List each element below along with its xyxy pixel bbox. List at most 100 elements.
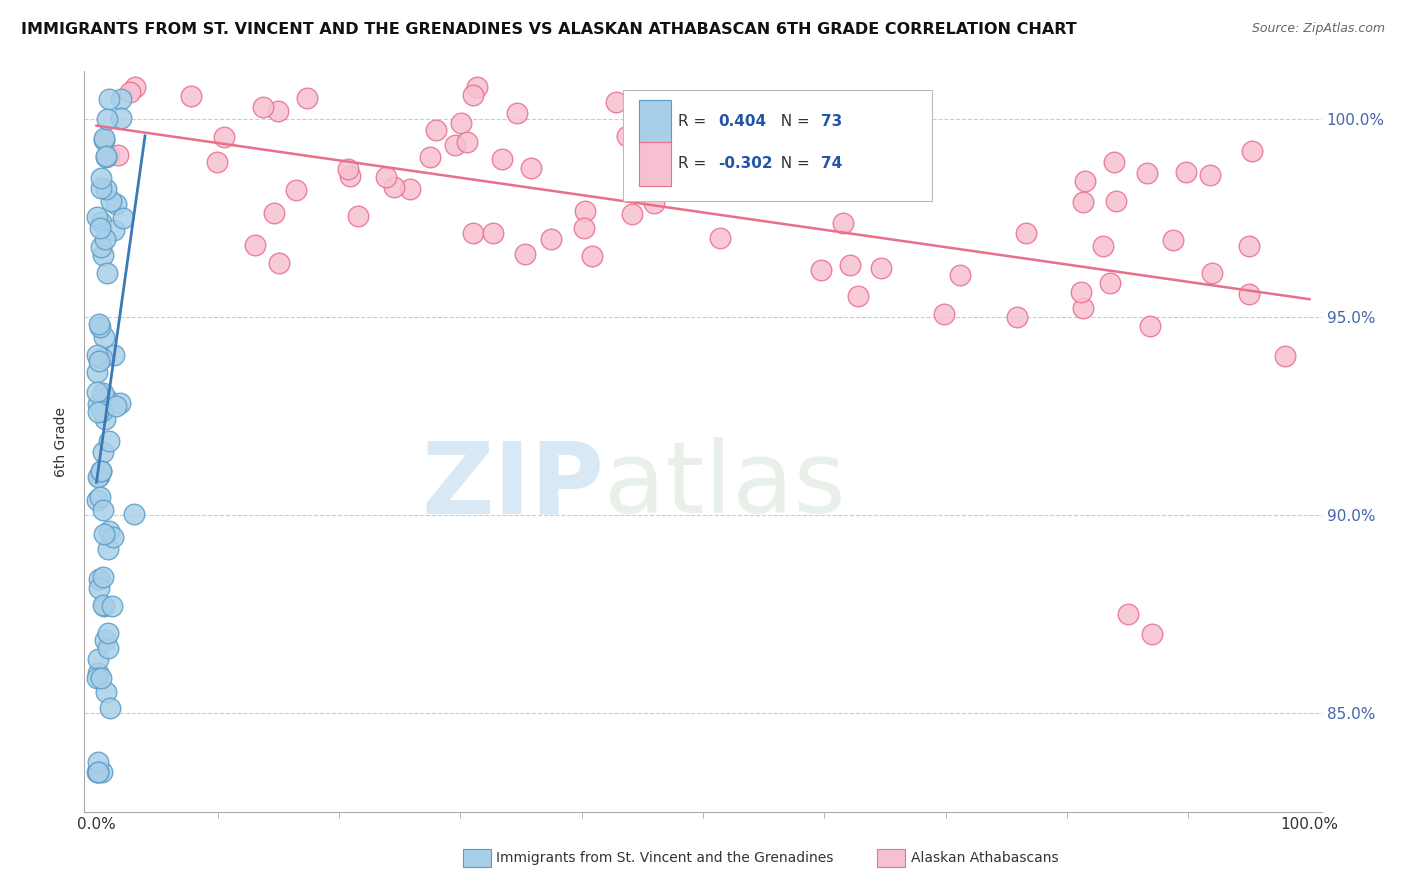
Point	[86, 385, 108, 400]
Point	[91, 503, 114, 517]
Point	[91, 444, 114, 458]
Point	[339, 169, 361, 183]
Text: Source: ZipAtlas.com: Source: ZipAtlas.com	[1251, 22, 1385, 36]
Point	[93, 599, 115, 613]
Point	[1116, 607, 1139, 621]
Point	[90, 464, 112, 478]
Point	[104, 196, 127, 211]
Point	[515, 247, 537, 261]
Point	[382, 180, 405, 194]
Point	[1240, 144, 1263, 158]
Point	[91, 570, 114, 584]
Point	[1005, 310, 1028, 325]
Point	[91, 248, 114, 262]
Point	[212, 130, 235, 145]
Point	[93, 633, 115, 648]
Point	[1073, 174, 1095, 188]
Point	[269, 256, 291, 270]
FancyBboxPatch shape	[623, 90, 932, 201]
Text: atlas: atlas	[605, 437, 845, 534]
Point	[90, 171, 112, 186]
Text: N =: N =	[770, 114, 814, 129]
Point	[93, 330, 115, 344]
Point	[1098, 276, 1121, 290]
Point	[111, 211, 134, 225]
Point	[89, 221, 111, 235]
Point	[810, 262, 832, 277]
Point	[1139, 318, 1161, 333]
Point	[540, 232, 562, 246]
Point	[704, 153, 727, 167]
Text: -0.302: -0.302	[718, 156, 772, 171]
Point	[86, 671, 108, 685]
Point	[89, 490, 111, 504]
Point	[110, 112, 132, 126]
Point	[834, 164, 856, 178]
Point	[104, 399, 127, 413]
Point	[643, 195, 665, 210]
Point	[263, 206, 285, 220]
Point	[91, 404, 114, 418]
Text: N =: N =	[770, 156, 814, 171]
Point	[101, 599, 124, 613]
Text: R =: R =	[678, 156, 711, 171]
Point	[86, 493, 108, 508]
Point	[1175, 165, 1198, 179]
Point	[108, 395, 131, 409]
Point	[443, 137, 465, 152]
Text: Immigrants from St. Vincent and the Grenadines: Immigrants from St. Vincent and the Gren…	[496, 851, 834, 865]
Point	[295, 91, 318, 105]
Point	[94, 411, 117, 425]
Point	[616, 128, 638, 143]
Point	[97, 641, 120, 656]
Point	[87, 572, 110, 586]
Point	[93, 133, 115, 147]
Text: R =: R =	[678, 114, 711, 129]
Point	[90, 351, 112, 366]
Point	[97, 524, 120, 538]
FancyBboxPatch shape	[638, 100, 671, 144]
Point	[100, 194, 122, 209]
Point	[110, 92, 132, 106]
Point	[93, 526, 115, 541]
Point	[949, 268, 972, 282]
Point	[1274, 350, 1296, 364]
Point	[97, 541, 120, 556]
Point	[456, 135, 478, 149]
Text: 73: 73	[821, 114, 842, 129]
Point	[96, 392, 118, 406]
Point	[709, 231, 731, 245]
Point	[461, 87, 484, 102]
Point	[86, 348, 108, 362]
Point	[91, 386, 114, 401]
Point	[96, 266, 118, 280]
Point	[89, 469, 111, 483]
Point	[491, 152, 513, 166]
Point	[94, 232, 117, 246]
Point	[1070, 285, 1092, 300]
Point	[869, 260, 891, 275]
Point	[581, 249, 603, 263]
Point	[89, 581, 111, 595]
Point	[90, 671, 112, 685]
Point	[86, 365, 108, 379]
Point	[425, 122, 447, 136]
Point	[461, 227, 484, 241]
Text: 0.404: 0.404	[718, 114, 766, 129]
Point	[98, 701, 121, 715]
Point	[621, 207, 644, 221]
Point	[267, 103, 290, 118]
Point	[87, 397, 110, 411]
Point	[103, 348, 125, 362]
Point	[399, 182, 422, 196]
Point	[107, 148, 129, 162]
Point	[120, 85, 142, 99]
Point	[932, 308, 955, 322]
Point	[122, 507, 145, 521]
Point	[252, 99, 274, 113]
Point	[90, 765, 112, 780]
Point	[1105, 194, 1128, 208]
Text: 74: 74	[821, 156, 842, 171]
Point	[839, 258, 862, 272]
Point	[180, 89, 202, 103]
